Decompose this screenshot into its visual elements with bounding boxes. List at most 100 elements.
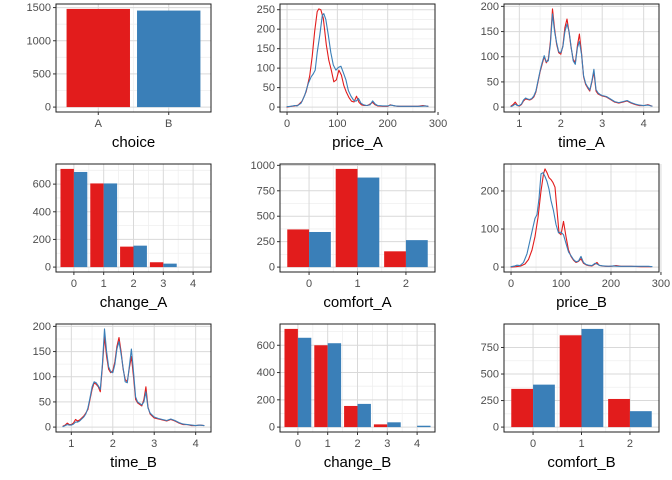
y-tick-label: 0 [45,262,51,274]
x-tick-label: 4 [190,278,196,290]
y-axis: 0 100 200 [481,185,504,274]
y-tick-label: 600 [33,179,51,191]
panel-price-a: 0 50 100 150 200 250 0 100 200 300 price_A [224,0,448,160]
chart-comfort_A: 0 250 500 750 1000 0 1 2 comfort_A [251,160,436,311]
series-blue [297,337,431,428]
x-tick-label: 0 [508,278,514,290]
series-red [284,328,388,428]
x-tick-label: 4 [641,118,647,130]
panel-comfort-b: 0 250 500 750 0 1 2 comfort_B [448,320,672,480]
x-tick-label: 0 [306,278,312,290]
y-tick-label: 400 [257,367,275,379]
y-tick-label: 50 [39,396,51,408]
x-tick-label: 0 [295,438,301,450]
chart-comfort_B: 0 250 500 750 0 1 2 comfort_B [481,323,660,471]
y-tick-label: 500 [481,369,499,381]
series-red [287,168,406,268]
y-tick-label: 1000 [251,160,275,172]
x-tick-label: 1 [354,278,360,290]
panel-border [55,3,212,113]
y-tick-label: 100 [481,224,499,236]
panel-border [503,163,660,273]
y-tick-label: 250 [257,236,275,248]
axis-title-price_A: price_A [332,134,383,151]
y-tick-label: 100 [481,51,499,63]
chart-time_A: 0 50 100 150 200 1 2 3 4 time_A [481,1,660,151]
y-tick-label: 150 [33,346,51,358]
x-tick-label: 1 [101,278,107,290]
y-tick-label: 200 [481,1,499,13]
y-axis: 0 50 100 150 200 250 [257,4,280,114]
y-axis: 0 50 100 150 200 [33,321,56,434]
x-tick-label: 3 [160,278,166,290]
series-red [511,335,630,428]
gridlines [504,164,662,272]
axis-title-comfort_B: comfort_B [547,454,615,471]
x-tick-label: 2 [130,278,136,290]
panel-change-a: 0 200 400 600 0 1 2 3 4 change_A [0,160,224,320]
y-tick-label: 0 [493,262,499,274]
panel-border [279,3,436,113]
y-tick-label: 50 [263,82,275,94]
x-tick-label: 2 [403,278,409,290]
axis-title-change_A: change_A [100,294,168,311]
x-tick-label: 3 [151,438,157,450]
y-tick-label: 200 [257,24,275,36]
y-tick-label: 250 [481,395,499,407]
x-axis: 1 2 3 4 [68,432,199,450]
chart-change_B: 0 200 400 600 0 1 2 3 4 change_B [257,323,436,471]
y-tick-label: 0 [269,422,275,434]
y-tick-label: 150 [481,26,499,38]
panel-change-b: 0 200 400 600 0 1 2 3 4 change_B [224,320,448,480]
y-tick-label: 1000 [27,35,51,47]
panel-time-a: 0 50 100 150 200 1 2 3 4 time_A [448,0,672,160]
y-axis: 0 50 100 150 200 [481,1,504,114]
y-tick-label: 600 [257,340,275,352]
y-tick-label: 250 [257,4,275,16]
y-tick-label: 0 [269,262,275,274]
series-red [60,168,164,268]
panel-comfort-a: 0 250 500 750 1000 0 1 2 comfort_A [224,160,448,320]
series-blue [533,328,652,428]
gridlines [280,4,435,112]
axis-title-time_A: time_A [558,134,605,151]
panel-price-b: 0 100 200 0 100 200 300 price_B [448,160,672,320]
y-tick-label: 750 [481,342,499,354]
axis-title-choice: choice [112,134,155,151]
x-axis: 0 1 2 3 4 [295,432,420,450]
bars [66,8,201,108]
y-tick-label: 200 [33,321,51,333]
gridlines [56,324,211,432]
x-tick-label: 0 [530,438,536,450]
x-axis: 1 2 3 4 [516,112,647,130]
x-tick-label: 1 [578,438,584,450]
y-tick-label: 0 [45,422,51,434]
x-tick-label: 100 [552,278,570,290]
series-blue [309,177,428,268]
y-tick-label: 1500 [27,2,51,14]
series-blue [510,172,653,268]
x-tick-label: 0 [284,118,290,130]
y-axis: 0 250 500 750 [481,342,504,434]
x-axis: 0 1 2 [530,432,633,450]
y-axis: 0 250 500 750 1000 [251,160,280,274]
y-tick-label: 50 [487,76,499,88]
axis-title-price_B: price_B [556,294,607,311]
x-axis: 0 100 200 300 [284,112,447,130]
y-tick-label: 150 [257,43,275,55]
y-tick-label: 750 [257,185,275,197]
axis-title-change_B: change_B [324,454,392,471]
x-tick-label: 4 [193,438,199,450]
x-tick-label: 200 [602,278,620,290]
series-blue [510,13,653,108]
chart-price_B: 0 100 200 0 100 200 300 price_B [481,163,670,311]
panel-time-b: 0 50 100 150 200 1 2 3 4 time_B [0,320,224,480]
y-tick-label: 400 [33,206,51,218]
x-tick-label: 2 [627,438,633,450]
y-tick-label: 0 [493,422,499,434]
x-tick-label: 200 [379,118,397,130]
